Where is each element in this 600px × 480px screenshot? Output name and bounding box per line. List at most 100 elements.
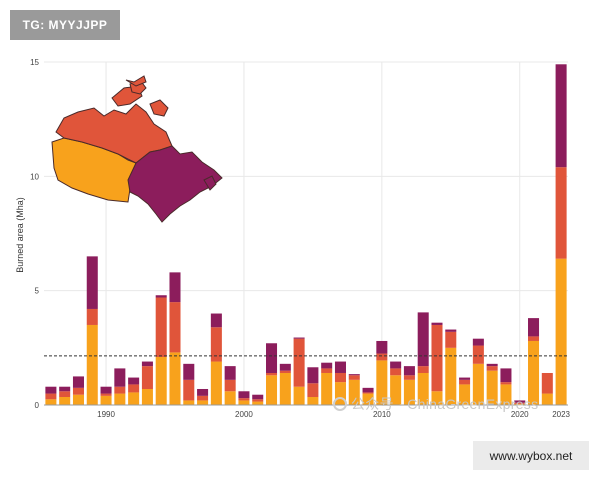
bar-central-1999 bbox=[224, 379, 236, 392]
bar-central-2008 bbox=[348, 375, 360, 380]
canada-region-map bbox=[51, 75, 223, 223]
bar-west-2015 bbox=[445, 347, 457, 405]
bar-east-2006 bbox=[321, 362, 333, 369]
x-tick-label: 2000 bbox=[235, 410, 253, 419]
bar-central-2016 bbox=[459, 379, 471, 385]
bar-east-2015 bbox=[445, 329, 457, 332]
bar-west-2007 bbox=[334, 382, 346, 405]
bar-west-1997 bbox=[197, 400, 209, 405]
bar-east-2001 bbox=[252, 394, 264, 400]
bar-central-2014 bbox=[431, 324, 443, 392]
bar-central-2011 bbox=[390, 368, 402, 376]
bar-central-2010 bbox=[376, 353, 388, 361]
bar-east-2012 bbox=[403, 366, 415, 376]
bar-central-1995 bbox=[169, 302, 181, 353]
x-tick-label: 2010 bbox=[373, 410, 391, 419]
bar-west-1990 bbox=[100, 395, 112, 405]
bar-central-1988 bbox=[72, 387, 84, 395]
bar-east-2017 bbox=[472, 338, 484, 346]
bar-central-2022 bbox=[541, 372, 553, 394]
bar-central-2021 bbox=[528, 336, 540, 341]
bar-west-1995 bbox=[169, 352, 181, 405]
bar-west-1993 bbox=[141, 388, 153, 405]
x-tick-label: 2020 bbox=[511, 410, 529, 419]
bar-central-2013 bbox=[417, 366, 429, 373]
bar-east-1997 bbox=[197, 388, 209, 396]
bar-west-2013 bbox=[417, 372, 429, 405]
bar-central-1992 bbox=[128, 384, 140, 393]
bar-west-2020 bbox=[514, 403, 526, 405]
bar-central-2012 bbox=[403, 375, 415, 380]
watermark-bottom-right: www.wybox.net bbox=[473, 441, 589, 470]
bar-central-1996 bbox=[183, 379, 195, 401]
bar-east-2019 bbox=[500, 368, 512, 383]
bar-central-2009 bbox=[362, 392, 374, 394]
bar-east-2007 bbox=[334, 361, 346, 373]
bar-west-2005 bbox=[307, 397, 319, 405]
bar-east-2005 bbox=[307, 367, 319, 384]
bar-central-2001 bbox=[252, 399, 264, 402]
bar-central-1989 bbox=[86, 308, 98, 325]
bar-west-1999 bbox=[224, 391, 236, 405]
bar-central-2002 bbox=[266, 372, 278, 376]
bar-east-1988 bbox=[72, 376, 84, 388]
bar-east-1991 bbox=[114, 368, 126, 387]
map-region-central bbox=[55, 103, 173, 164]
bar-east-2004 bbox=[293, 337, 305, 339]
bar-west-2004 bbox=[293, 386, 305, 405]
bar-central-1997 bbox=[197, 395, 209, 401]
bar-west-2012 bbox=[403, 379, 415, 405]
bar-west-2008 bbox=[348, 379, 360, 405]
bar-west-2009 bbox=[362, 393, 374, 405]
bar-west-2000 bbox=[238, 400, 250, 405]
bar-central-2005 bbox=[307, 383, 319, 397]
x-tick-label: 1990 bbox=[97, 410, 115, 419]
bar-east-1990 bbox=[100, 386, 112, 394]
bar-east-1986 bbox=[45, 386, 57, 394]
bar-east-2008 bbox=[348, 374, 360, 376]
bar-east-1992 bbox=[128, 377, 140, 385]
bar-east-2020 bbox=[514, 400, 526, 403]
bar-west-1998 bbox=[210, 361, 222, 405]
axes-layer: 0 5 10 15 1990 2000 2010 2020 2023 bbox=[30, 58, 570, 419]
bar-east-2010 bbox=[376, 340, 388, 354]
bar-central-1991 bbox=[114, 386, 126, 394]
bar-east-1987 bbox=[59, 386, 71, 392]
x-tick-label: 2023 bbox=[552, 410, 570, 419]
watermark-overlay: 公众号 · ChinaGreenExpress bbox=[333, 394, 538, 414]
watermark-top-left: TG: MYYJJPP bbox=[10, 10, 120, 40]
bar-west-2011 bbox=[390, 375, 402, 405]
bar-west-2016 bbox=[459, 384, 471, 405]
map-region-east bbox=[127, 145, 223, 223]
bar-east-2003 bbox=[279, 363, 291, 371]
bar-west-1989 bbox=[86, 324, 98, 405]
bar-west-2006 bbox=[321, 372, 333, 405]
map-island-3 bbox=[125, 75, 147, 87]
bar-central-2017 bbox=[472, 345, 484, 364]
bar-west-1991 bbox=[114, 393, 126, 405]
bar-east-2016 bbox=[459, 377, 471, 380]
bar-east-1998 bbox=[210, 313, 222, 328]
bar-west-2018 bbox=[486, 370, 498, 405]
bar-west-1994 bbox=[155, 356, 167, 405]
bar-west-2023 bbox=[555, 258, 567, 405]
bar-east-2000 bbox=[238, 391, 250, 399]
bar-east-1999 bbox=[224, 366, 236, 380]
bar-east-2014 bbox=[431, 322, 443, 325]
y-axis-title: Burned area (Mha) bbox=[15, 197, 25, 273]
bar-east-1993 bbox=[141, 361, 153, 367]
bar-east-1996 bbox=[183, 363, 195, 380]
bar-central-2023 bbox=[555, 167, 567, 259]
bar-east-2018 bbox=[486, 363, 498, 367]
map-island-4 bbox=[149, 99, 169, 117]
bar-east-1995 bbox=[169, 272, 181, 303]
bar-central-1986 bbox=[45, 393, 57, 400]
bar-central-2020 bbox=[514, 402, 526, 404]
bar-west-2019 bbox=[500, 384, 512, 405]
bar-central-1998 bbox=[210, 327, 222, 362]
bar-central-1993 bbox=[141, 366, 153, 389]
bar-east-2013 bbox=[417, 312, 429, 367]
bar-central-2004 bbox=[293, 338, 305, 387]
y-tick-label: 15 bbox=[30, 58, 39, 67]
watermark-overlay-text: 公众号 · ChinaGreenExpress bbox=[351, 396, 539, 412]
